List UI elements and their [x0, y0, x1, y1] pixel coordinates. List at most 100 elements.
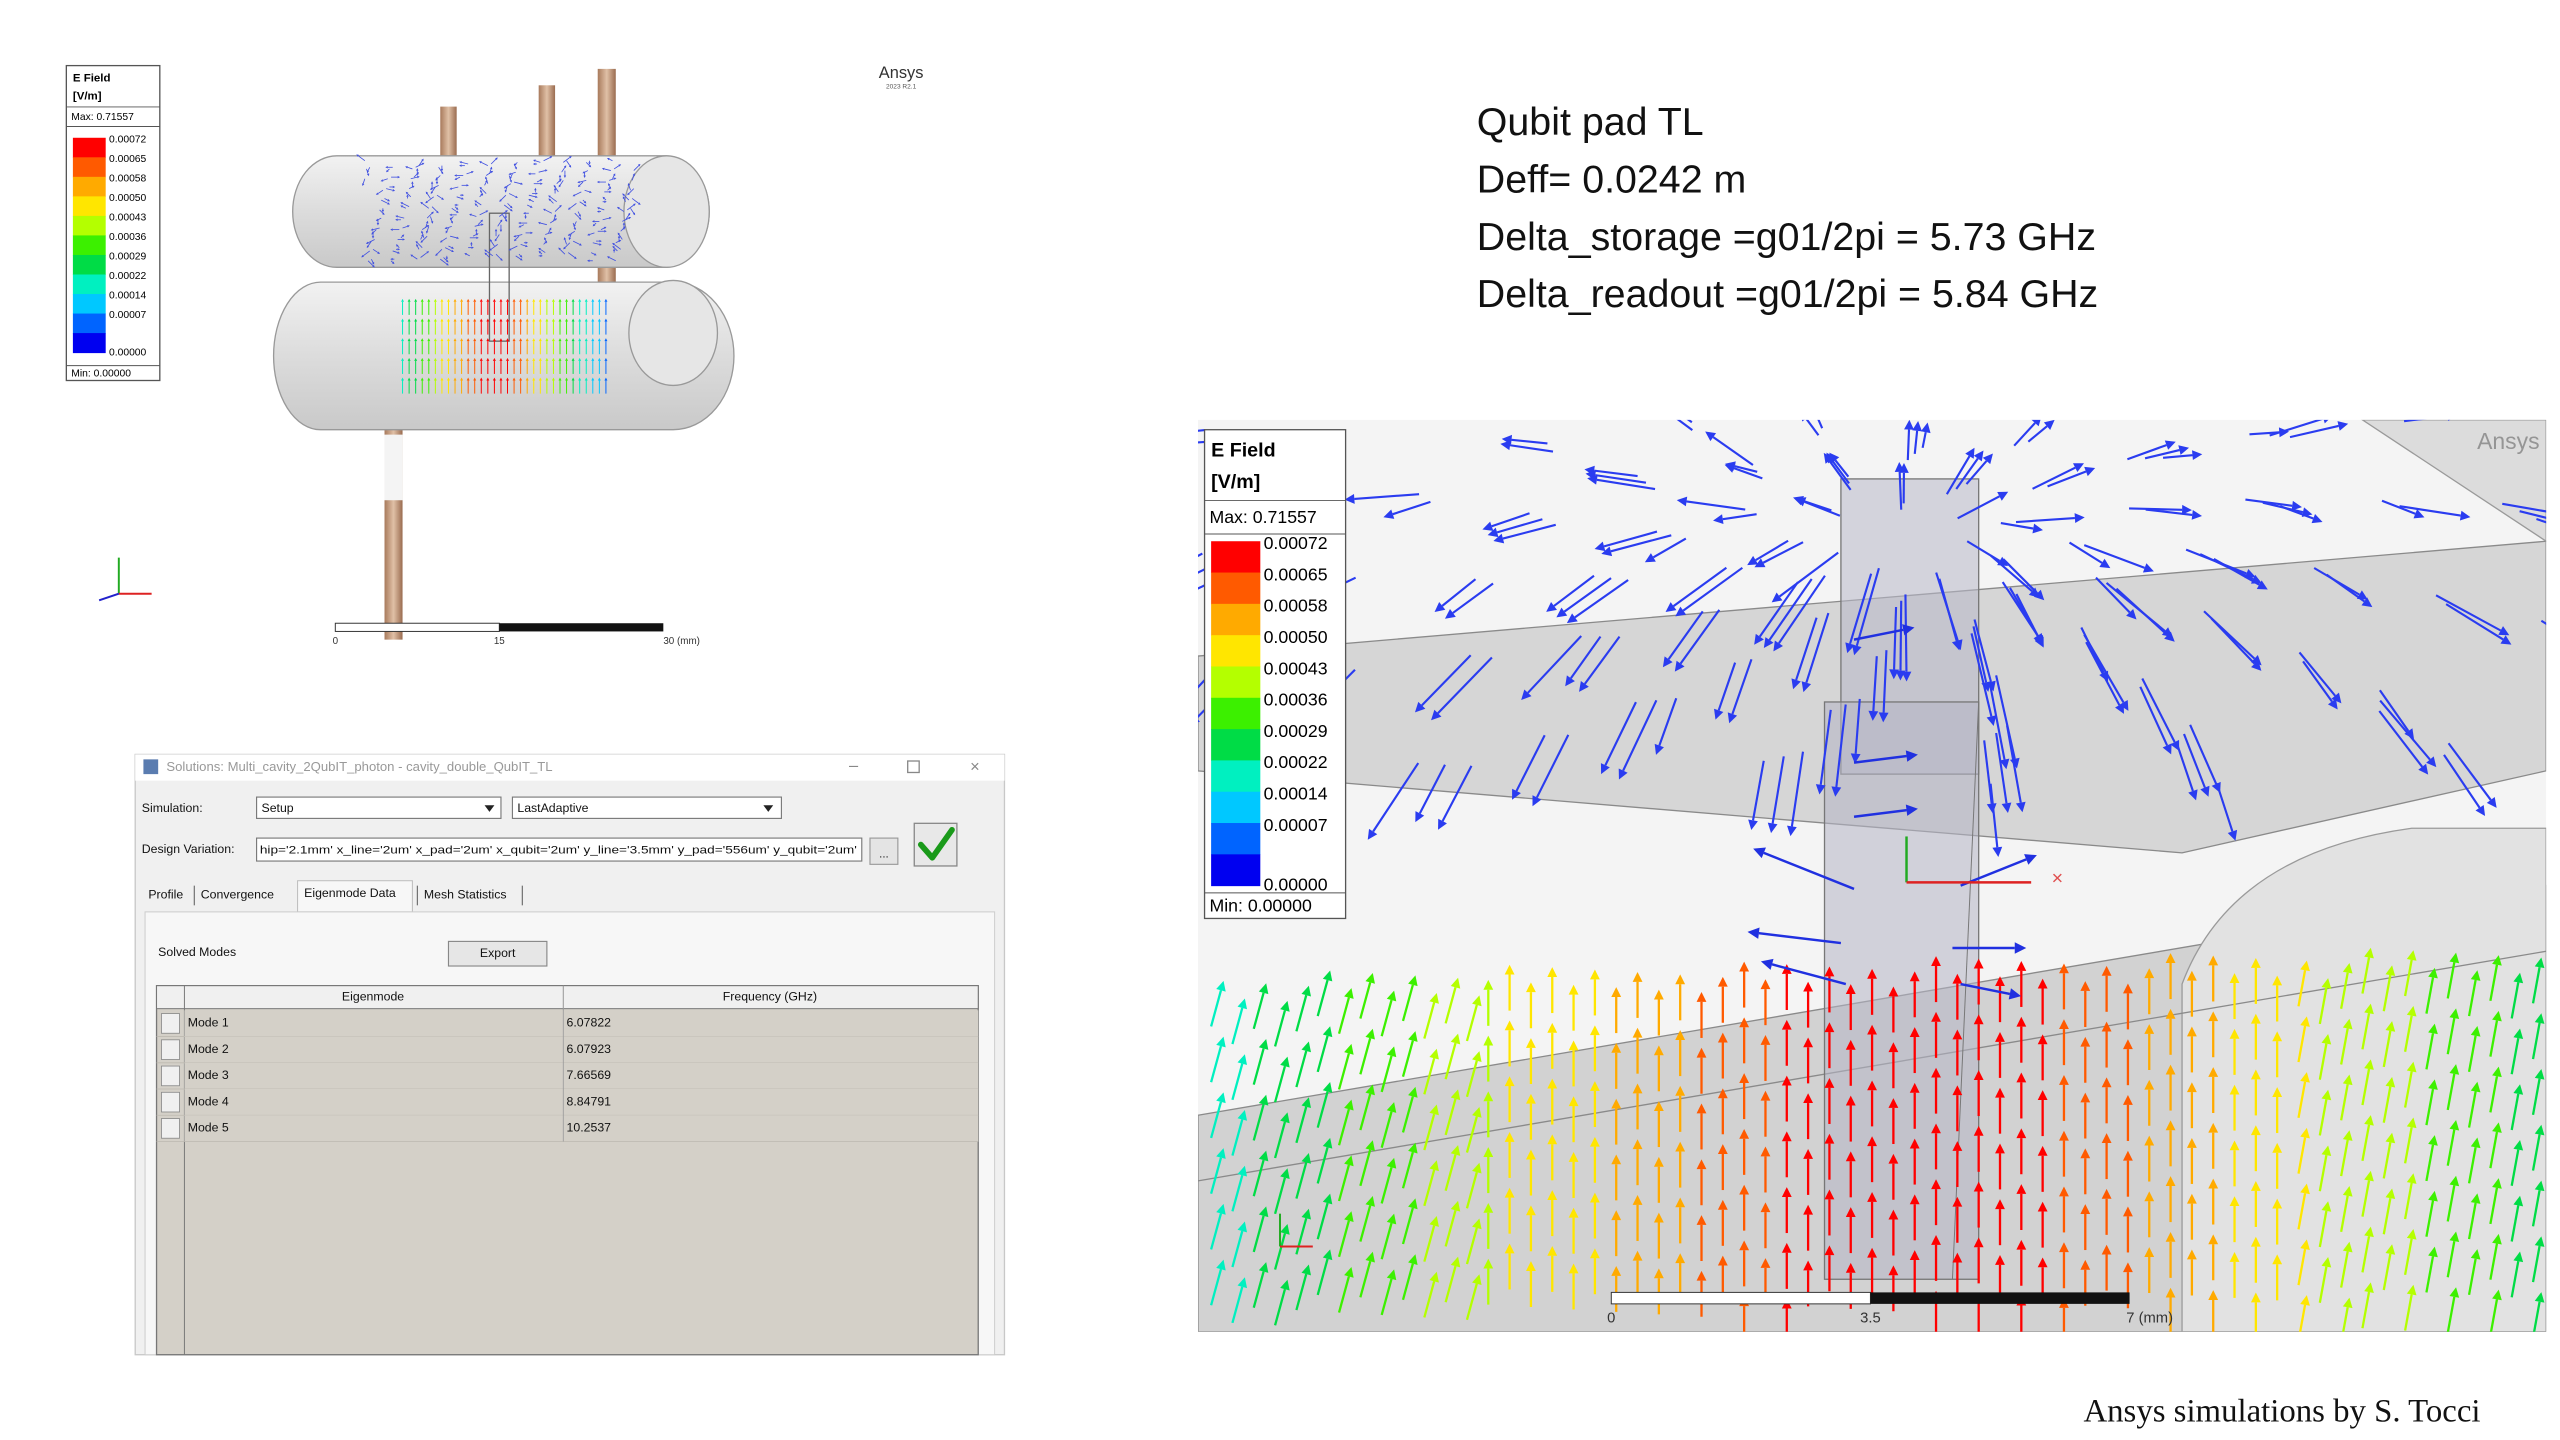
arrow-head — [1845, 1039, 1856, 1050]
arrow-head — [1565, 675, 1575, 687]
arrow-head — [512, 318, 516, 322]
arrow-head — [573, 227, 576, 231]
select-value: LastAdaptive — [517, 801, 588, 815]
arrow-shaft — [1295, 994, 1308, 1032]
variation-input[interactable]: hip='2.1mm' x_line='2um' x_pad='2um' x_q… — [256, 837, 863, 862]
arrow-head — [2291, 500, 2302, 511]
arrow-head — [1280, 1279, 1290, 1291]
arrow-shaft — [1444, 1210, 1457, 1247]
arrow-shaft — [1423, 1225, 1436, 1262]
arrow-shaft — [431, 184, 439, 189]
select[interactable]: LastAdaptive — [511, 796, 782, 819]
check-button[interactable] — [913, 822, 958, 867]
arrow-shaft — [1359, 1149, 1372, 1187]
arrow-head — [395, 218, 398, 222]
row-handle[interactable] — [161, 1039, 180, 1060]
arrow-shaft — [2185, 548, 2247, 575]
arrow-head — [401, 234, 405, 238]
tab-active[interactable]: Eigenmode Data — [304, 886, 396, 900]
arrow-head — [528, 198, 532, 202]
arrow-head — [1344, 1043, 1354, 1055]
tab[interactable]: Profile — [148, 888, 183, 902]
arrow-shaft — [2425, 1033, 2435, 1070]
modes-table: Eigenmode Frequency (GHz) Mode 1 6.07822M… — [155, 985, 979, 1356]
arrow-head — [392, 189, 396, 192]
browse-button[interactable]: ... — [869, 837, 899, 865]
arrow-shaft — [1658, 697, 1678, 746]
arrow-shaft — [390, 260, 394, 263]
arrow-shaft — [1337, 1053, 1350, 1090]
scale-bar — [334, 622, 664, 632]
arrow-head — [1986, 680, 1996, 692]
arrow-head — [440, 318, 444, 322]
arrow-head — [1973, 1181, 1984, 1192]
arrow-shaft — [2318, 1154, 2328, 1192]
maximize[interactable] — [907, 760, 920, 774]
arrow-head — [1589, 1025, 1600, 1036]
arrow-shaft — [372, 229, 377, 234]
arrow-shaft — [1380, 999, 1393, 1037]
arrow-head — [2181, 504, 2192, 515]
arrow-shaft — [485, 253, 490, 258]
arrow-head — [565, 298, 569, 302]
select[interactable]: Setup — [256, 796, 502, 819]
arrow-shaft — [2403, 1071, 2413, 1108]
arrow-shaft — [387, 168, 390, 171]
arrow-head — [506, 377, 509, 381]
arrow-shaft — [1960, 982, 2011, 996]
arrow-head — [519, 258, 523, 261]
arrow-shaft — [1452, 582, 1494, 614]
row-handle[interactable] — [161, 1118, 180, 1139]
row-handle[interactable] — [161, 1013, 180, 1034]
tab[interactable]: Convergence — [201, 888, 274, 902]
arrow-head — [2448, 419, 2450, 421]
label: Design Variation: — [142, 842, 235, 856]
arrow-head — [1632, 1250, 1643, 1261]
row-handle[interactable] — [161, 1091, 180, 1113]
arrow-shaft — [1762, 541, 1804, 564]
arrow-head — [1301, 1208, 1311, 1220]
arrow-head — [2430, 403, 2441, 413]
arrow-head — [372, 264, 375, 268]
arrow-head — [400, 202, 404, 205]
arrow-head — [2165, 1120, 2176, 1131]
minimize[interactable]: – — [849, 756, 859, 774]
arrow-head — [1422, 407, 1432, 417]
arrow-shaft — [2446, 1240, 2456, 1278]
arrow-shaft — [2361, 1068, 2371, 1106]
legend-level: 0.00029 — [1264, 721, 1328, 741]
arrow-head — [380, 179, 384, 182]
arrow-head — [1662, 656, 1673, 668]
arrow-head — [588, 162, 591, 165]
legend-swatch — [1211, 791, 1261, 824]
arrow-head — [2543, 395, 2553, 405]
arrow-head — [376, 223, 380, 226]
arrow-head — [2165, 1287, 2176, 1298]
arrow-head — [2186, 1193, 2197, 1204]
arrow-head — [1931, 1067, 1941, 1078]
row-handle[interactable] — [161, 1065, 180, 1087]
arrow-head — [1920, 422, 1931, 434]
arrow-head — [544, 169, 548, 172]
arrow-shaft — [1988, 682, 2006, 760]
arrow-head — [2227, 829, 2238, 841]
tab[interactable]: Mesh Statistics — [424, 888, 507, 902]
export-button[interactable]: Export — [447, 940, 548, 967]
arrow-shaft — [1853, 808, 1907, 818]
arrow-shaft — [1372, 762, 1420, 833]
arrow-head — [2534, 1069, 2545, 1080]
arrow-shaft — [386, 188, 393, 191]
arrow-head — [609, 190, 612, 194]
arrow-head — [1973, 1070, 1984, 1080]
arrow-head — [2498, 626, 2510, 636]
arrow-shaft — [1316, 1147, 1329, 1184]
arrow-head — [451, 249, 454, 253]
close[interactable]: × — [970, 758, 980, 776]
arrow-head — [486, 298, 490, 302]
arrow-shaft — [426, 212, 433, 219]
arrow-head — [1450, 1145, 1461, 1156]
arrow-head — [1547, 1190, 1558, 1201]
arrow-head — [578, 298, 582, 302]
arrow-head — [2059, 1130, 2069, 1141]
arrow-head — [1532, 795, 1542, 807]
